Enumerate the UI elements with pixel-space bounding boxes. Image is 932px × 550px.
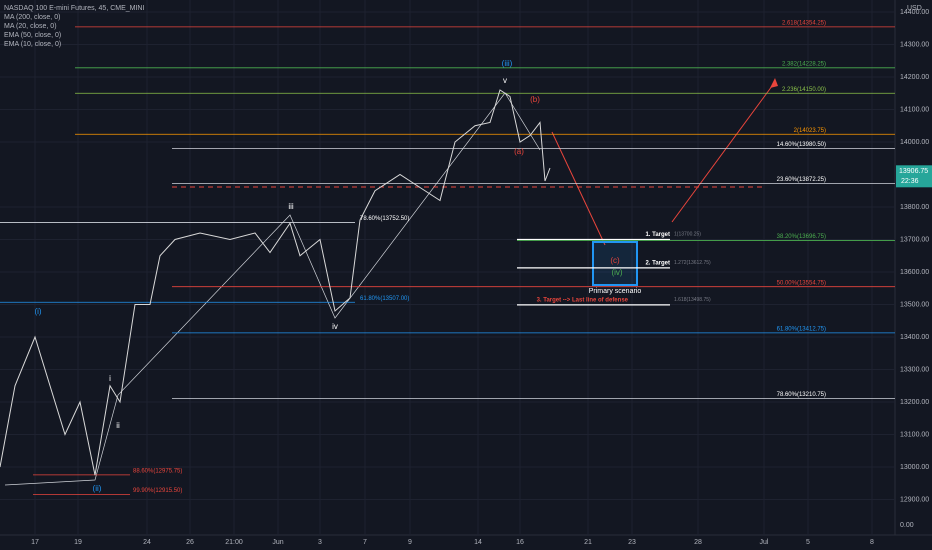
x-tick-label: 21:00 xyxy=(225,539,243,546)
target-level: 1.272(13612.75) xyxy=(674,260,711,266)
countdown: 22:36 xyxy=(901,178,919,185)
x-tick-label: 3 xyxy=(318,539,322,546)
target-box xyxy=(592,241,638,286)
axis-extra: 0.00 xyxy=(900,522,914,529)
target-name: 1. Target xyxy=(645,232,670,238)
projection-down xyxy=(551,131,606,246)
y-tick-label: 14000.00 xyxy=(900,139,929,146)
price-line xyxy=(0,89,551,476)
y-tick-label: 13600.00 xyxy=(900,269,929,276)
y-tick-label: 13300.00 xyxy=(900,366,929,373)
projection-up xyxy=(671,81,776,223)
fib-label: 2.382(14228.25) xyxy=(782,61,826,67)
legend-item: MA (200, close, 0) xyxy=(4,14,60,21)
fib-label: 61.80%(13412.75) xyxy=(777,326,826,332)
x-tick-label: 23 xyxy=(628,539,636,546)
target-level: 1(13700.25) xyxy=(674,232,701,238)
x-tick-label: Jul xyxy=(760,539,769,546)
wave-label: (b) xyxy=(530,95,540,104)
y-tick-label: 13400.00 xyxy=(900,334,929,341)
y-tick-label: 13100.00 xyxy=(900,431,929,438)
wave-label: ii xyxy=(116,421,120,430)
fib-label: 2(14023.75) xyxy=(794,128,826,134)
wave-label: (a) xyxy=(514,147,524,156)
y-tick-label: 14100.00 xyxy=(900,106,929,113)
y-tick-label: 14300.00 xyxy=(900,41,929,48)
target-name: 3. Target --> Last line of defense xyxy=(537,297,629,303)
fib-label: 99.90%(12915.50) xyxy=(133,488,182,494)
currency: USD xyxy=(907,5,922,12)
legend-item: MA (20, close, 0) xyxy=(4,23,57,30)
wave-label: v xyxy=(503,76,507,85)
x-tick-label: 8 xyxy=(870,539,874,546)
x-tick-label: 14 xyxy=(474,539,482,546)
y-tick-label: 12900.00 xyxy=(900,496,929,503)
y-tick-label: 13200.00 xyxy=(900,399,929,406)
x-tick-label: 5 xyxy=(806,539,810,546)
x-tick-label: 21 xyxy=(584,539,592,546)
wave-label: (ii) xyxy=(93,484,102,493)
target-name: 2. Target xyxy=(645,260,670,266)
x-tick-label: 7 xyxy=(363,539,367,546)
x-tick-label: 26 xyxy=(186,539,194,546)
fib-label: 88.60%(12975.75) xyxy=(133,468,182,474)
fib-label: 14.60%(13980.50) xyxy=(777,142,826,148)
last-price-box xyxy=(896,165,932,188)
y-tick-label: 13000.00 xyxy=(900,464,929,471)
x-tick-label: 19 xyxy=(74,539,82,546)
fib-label: 38.20%(13696.75) xyxy=(777,234,826,240)
wave-label: (iv) xyxy=(611,268,622,277)
fib-label: 23.60%(13872.25) xyxy=(777,177,826,183)
fib-label: 78.60%(13752.50) xyxy=(360,216,409,222)
wave-label: iii xyxy=(288,202,294,211)
legend-title: NASDAQ 100 E-mini Futures, 45, CME_MINI xyxy=(4,5,144,12)
y-tick-label: 14200.00 xyxy=(900,74,929,81)
target-level: 1.618(13498.75) xyxy=(674,297,711,303)
arrow-head xyxy=(770,78,778,88)
x-tick-label: 17 xyxy=(31,539,39,546)
x-tick-label: Jun xyxy=(272,539,283,546)
x-tick-label: 28 xyxy=(694,539,702,546)
x-tick-label: 16 xyxy=(516,539,524,546)
wave-label: i xyxy=(109,374,111,383)
fib-label: 78.60%(13210.75) xyxy=(777,392,826,398)
y-tick-label: 13700.00 xyxy=(900,236,929,243)
fib-label: 2.618(14354.25) xyxy=(782,20,826,26)
wave-label: iv xyxy=(332,322,338,331)
x-tick-label: 9 xyxy=(408,539,412,546)
wave-label: (i) xyxy=(34,307,41,316)
x-tick-label: 24 xyxy=(143,539,151,546)
legend-item: EMA (10, close, 0) xyxy=(4,41,61,48)
y-tick-label: 13500.00 xyxy=(900,301,929,308)
wave-label: (c) xyxy=(610,256,620,265)
wave-label: (iii) xyxy=(502,59,513,68)
fib-label: 61.80%(13507.00) xyxy=(360,296,409,302)
wave-label: Primary scenario xyxy=(589,288,642,295)
y-tick-label: 14400.00 xyxy=(900,9,929,16)
last-price: 13906.75 xyxy=(899,168,928,175)
legend-item: EMA (50, close, 0) xyxy=(4,32,61,39)
fib-label: 2.236(14150.00) xyxy=(782,87,826,93)
y-tick-label: 13800.00 xyxy=(900,204,929,211)
fib-label: 50.00%(13554.75) xyxy=(777,280,826,286)
